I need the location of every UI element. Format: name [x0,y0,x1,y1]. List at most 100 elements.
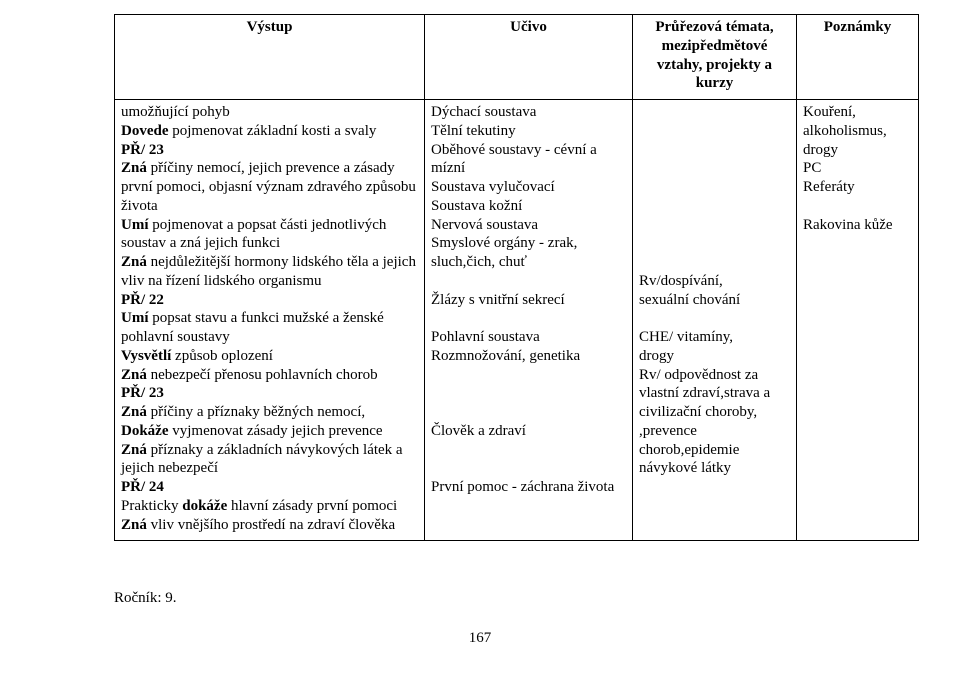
cell-prurezova: Rv/dospívání, sexuální chování CHE/ vita… [633,100,797,541]
line: První pomoc - záchrana života [431,478,626,497]
line: Rozmnožování, genetika [431,347,626,366]
blank-line [431,403,626,422]
text: příčiny nemocí, jejich prevence a zásady… [121,160,416,214]
line: Dovede pojmenovat základní kosti a svaly [121,122,418,141]
blank-line [639,216,790,235]
line: Zná nejdůležitější hormony lidského těla… [121,253,418,291]
text: Prakticky [121,498,182,514]
line: drogy [639,347,790,366]
line: PŘ/ 22 [121,291,418,310]
text: způsob oplození [171,348,273,364]
line: umožňující pohyb [121,103,418,122]
text: vliv vnějšího prostředí na zdraví člověk… [147,517,395,533]
bold: Zná [121,160,147,176]
line: PŘ/ 23 [121,141,418,160]
bold: Umí [121,217,149,233]
line: PC [803,159,912,178]
page: Výstup Učivo Průřezová témata, mezipředm… [0,0,960,620]
line: Kouření, alkoholismus, drogy [803,103,912,159]
blank-line [431,309,626,328]
text: vyjmenovat zásady jejich prevence [169,423,383,439]
blank-line [431,441,626,460]
bold: PŘ/ 23 [121,385,164,401]
text: příčiny a příznaky běžných nemocí, [147,404,365,420]
bold: Zná [121,404,147,420]
bold: PŘ/ 22 [121,292,164,308]
line: Nervová soustava [431,216,626,235]
line: PŘ/ 23 [121,384,418,403]
line: Rv/ odpovědnost za vlastní zdraví,strava… [639,366,790,460]
line: Soustava kožní [431,197,626,216]
bold: Dokáže [121,423,169,439]
cell-poznamky: Kouření, alkoholismus, drogy PC Referáty… [797,100,919,541]
blank-line [639,141,790,160]
line: Zná příčiny a příznaky běžných nemocí, [121,403,418,422]
bold: PŘ/ 24 [121,479,164,495]
blank-line [639,309,790,328]
footer-grade: Ročník: 9. [114,589,918,608]
line: Žlázy s vnitřní sekrecí [431,291,626,310]
cell-vystup: umožňující pohyb Dovede pojmenovat zákla… [115,100,425,541]
header-vystup: Výstup [115,15,425,100]
line: Zná vliv vnějšího prostředí na zdraví čl… [121,516,418,535]
line: Umí popsat stavu a funkci mužské a žensk… [121,309,418,347]
header-poznamky: Poznámky [797,15,919,100]
blank-line [639,234,790,253]
bold: Dovede [121,123,169,139]
blank-line [803,197,912,216]
line: návykové látky [639,459,790,478]
blank-line [639,197,790,216]
line: Pohlavní soustava [431,328,626,347]
bold: Zná [121,254,147,270]
table-row: umožňující pohyb Dovede pojmenovat zákla… [115,100,919,541]
bold: Vysvětlí [121,348,171,364]
line: Umí pojmenovat a popsat části jednotlivý… [121,216,418,254]
blank-line [639,178,790,197]
line: Rakovina kůže [803,216,912,235]
bold: Zná [121,517,147,533]
table-header-row: Výstup Učivo Průřezová témata, mezipředm… [115,15,919,100]
text: příznaky a základních návykových látek a… [121,442,403,477]
line: Prakticky dokáže hlavní zásady první pom… [121,497,418,516]
page-number: 167 [0,629,960,648]
bold: PŘ/ 23 [121,142,164,158]
line: Soustava vylučovací [431,178,626,197]
text: nebezpečí přenosu pohlavních chorob [147,367,378,383]
bold: Umí [121,310,149,326]
blank-line [431,459,626,478]
blank-line [639,253,790,272]
text: hlavní zásady první pomoci [227,498,397,514]
bold: Zná [121,442,147,458]
line: Smyslové orgány - zrak, sluch,čich, chuť [431,234,626,272]
line: Rv/dospívání, [639,272,790,291]
bold: dokáže [182,498,227,514]
line: Zná příznaky a základních návykových lát… [121,441,418,479]
header-prurezova: Průřezová témata, mezipředmětové vztahy,… [633,15,797,100]
blank-line [639,103,790,122]
line: Tělní tekutiny [431,122,626,141]
text: pojmenovat a popsat části jednotlivých s… [121,217,386,252]
text: nejdůležitější hormony lidského těla a j… [121,254,416,289]
blank-line [431,384,626,403]
line: Vysvětlí způsob oplození [121,347,418,366]
line: Dýchací soustava [431,103,626,122]
line: Referáty [803,178,912,197]
blank-line [431,366,626,385]
line: Člověk a zdraví [431,422,626,441]
line: PŘ/ 24 [121,478,418,497]
bold: Zná [121,367,147,383]
line: Dokáže vyjmenovat zásady jejich prevence [121,422,418,441]
line: sexuální chování [639,291,790,310]
cell-ucivo: Dýchací soustava Tělní tekutiny Oběhové … [425,100,633,541]
text: pojmenovat základní kosti a svaly [169,123,377,139]
line: Oběhové soustavy - cévní a mízní [431,141,626,179]
curriculum-table: Výstup Učivo Průřezová témata, mezipředm… [114,14,919,541]
blank-line [431,272,626,291]
header-ucivo: Učivo [425,15,633,100]
blank-line [639,159,790,178]
line: CHE/ vitamíny, [639,328,790,347]
line: Zná nebezpečí přenosu pohlavních chorob [121,366,418,385]
text: popsat stavu a funkci mužské a ženské po… [121,310,384,345]
line: Zná příčiny nemocí, jejich prevence a zá… [121,159,418,215]
blank-line [639,122,790,141]
